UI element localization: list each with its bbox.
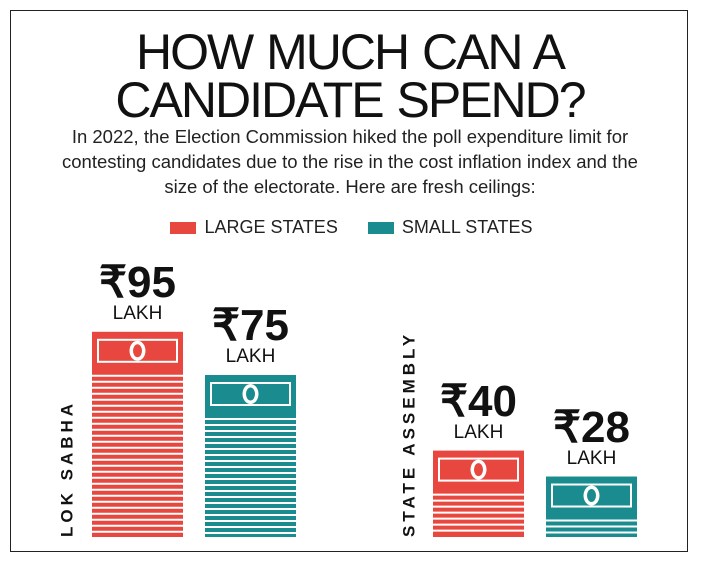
note-coin-inner	[246, 387, 255, 401]
category-label: LOK SABHA	[57, 400, 76, 537]
note-band	[438, 457, 519, 482]
chart-title: HOW MUCH CAN A CANDIDATE SPEND?	[115, 24, 586, 128]
bar-decoration	[433, 457, 524, 532]
value-label: ₹75 LAKH	[212, 301, 289, 367]
note-band	[551, 483, 632, 508]
legend: LARGE STATES SMALL STATES	[0, 217, 703, 238]
note-band	[210, 382, 291, 406]
legend-swatch	[170, 221, 197, 234]
frame	[10, 10, 688, 552]
value-label: ₹28 LAKH	[553, 402, 630, 469]
legend-label: LARGE STATES	[204, 217, 338, 237]
note-coin-inner	[133, 344, 142, 358]
value-label: ₹95 LAKH	[99, 257, 176, 324]
note-band	[97, 338, 178, 363]
note-coin-inner	[474, 463, 483, 477]
legend-label: SMALL STATES	[401, 217, 533, 237]
category-label: STATE ASSEMBLY	[399, 331, 418, 537]
legend-swatch	[367, 221, 394, 234]
bar-decoration	[546, 483, 637, 534]
bar-decoration	[92, 338, 183, 533]
value-label: ₹40 LAKH	[440, 376, 517, 443]
legend-item: LARGE STATES	[170, 217, 338, 238]
chart-subtitle: In 2022, the Election Commission hiked t…	[62, 126, 638, 197]
bar-decoration	[205, 382, 296, 534]
legend-item: SMALL STATES	[367, 217, 533, 238]
note-coin-inner	[587, 489, 596, 503]
